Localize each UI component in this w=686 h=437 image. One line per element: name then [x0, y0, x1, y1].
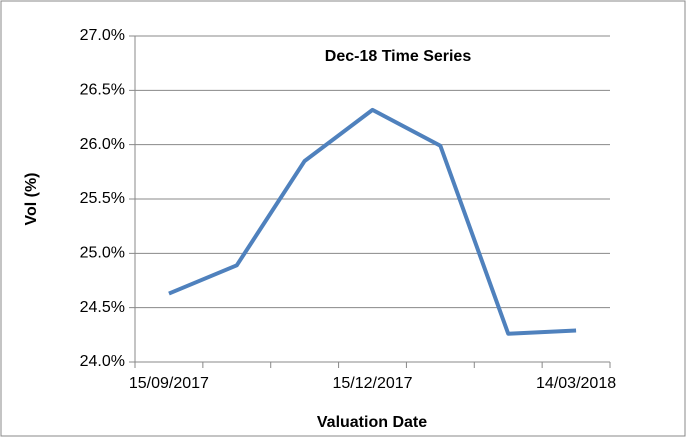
- y-tick-label: 25.0%: [80, 245, 125, 262]
- y-axis-title: Vol (%): [23, 172, 40, 225]
- chart-title: Dec-18 Time Series: [325, 48, 472, 65]
- y-tick-label: 25.5%: [80, 190, 125, 207]
- x-axis-title: Valuation Date: [317, 414, 427, 431]
- y-tick-label: 27.0%: [80, 27, 125, 44]
- y-tick-label: 26.0%: [80, 136, 125, 153]
- line-series: [168, 107, 577, 336]
- y-tick-label: 26.5%: [80, 82, 125, 99]
- x-tick-label: 15/12/2017: [332, 375, 412, 392]
- y-tick-label: 24.5%: [80, 299, 125, 316]
- y-tick-label: 24.0%: [80, 353, 125, 370]
- x-tick-label: 15/09/2017: [129, 375, 209, 392]
- x-tick-label: 14/03/2018: [536, 375, 616, 392]
